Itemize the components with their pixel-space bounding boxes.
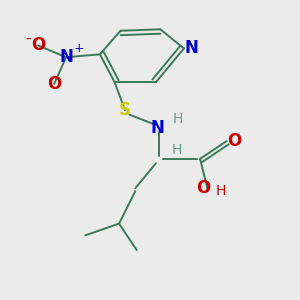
Text: N: N	[150, 119, 164, 137]
Text: S: S	[119, 101, 131, 119]
Text: -: -	[25, 31, 31, 46]
Text: N: N	[184, 39, 198, 57]
Text: O: O	[47, 75, 62, 93]
Text: H: H	[171, 143, 182, 157]
Text: H: H	[215, 184, 226, 198]
Text: O: O	[31, 37, 45, 55]
Text: O: O	[227, 132, 241, 150]
Text: N: N	[59, 48, 73, 66]
Text: O: O	[196, 179, 210, 197]
Text: +: +	[74, 42, 85, 55]
Text: H: H	[173, 112, 183, 126]
